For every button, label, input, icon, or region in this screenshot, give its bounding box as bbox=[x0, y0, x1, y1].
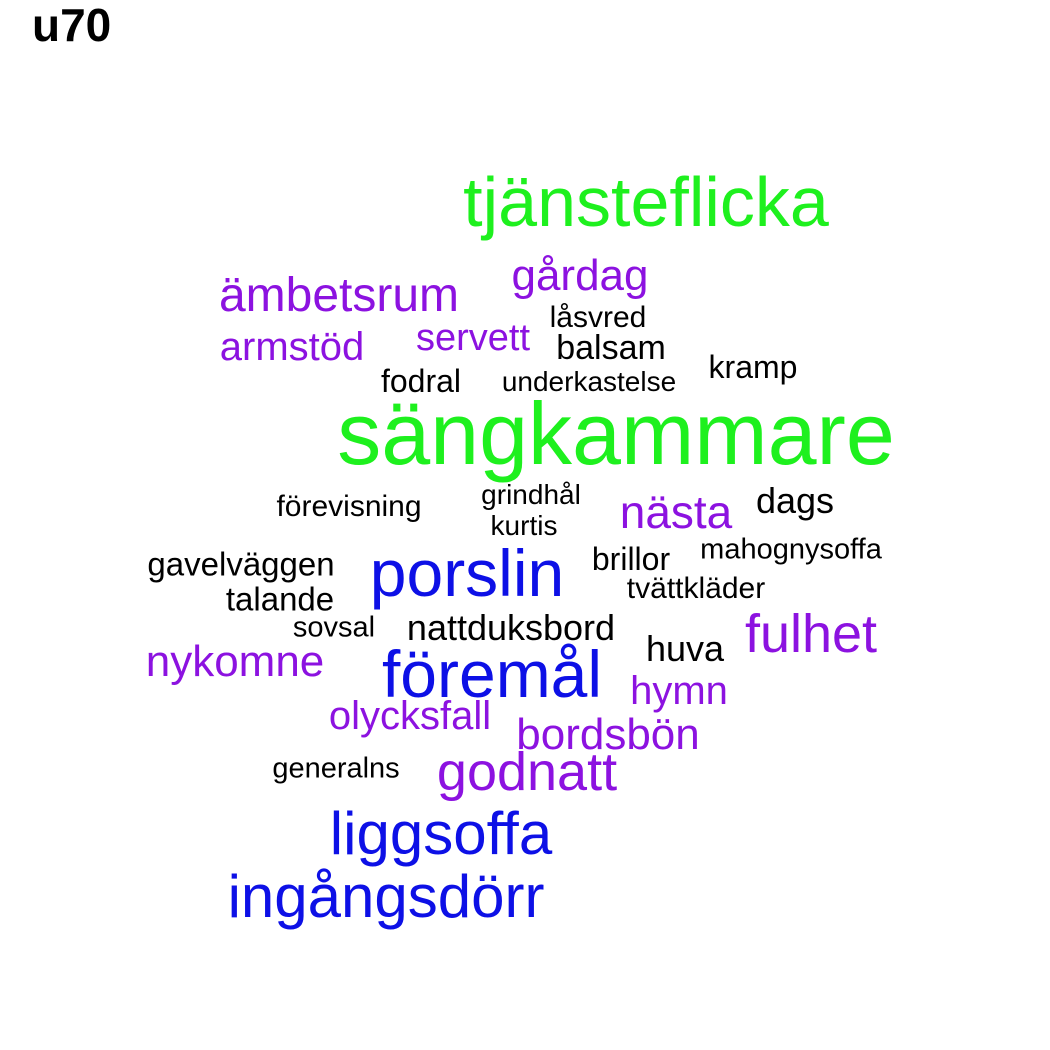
word-armstod: armstöd bbox=[219, 325, 365, 369]
word-underkastelse: underkastelse bbox=[501, 366, 677, 397]
word-lasvred: låsvred bbox=[549, 301, 647, 334]
word-talande: talande bbox=[225, 580, 335, 618]
word-gavelvaggen: gavelväggen bbox=[147, 545, 335, 583]
word-balsam: balsam bbox=[556, 329, 666, 367]
word-bordsbon: bordsbön bbox=[516, 710, 700, 759]
word-porslin: porslin bbox=[369, 536, 565, 610]
word-mahognysoffa: mahognysoffa bbox=[700, 533, 882, 566]
word-brillor: brillor bbox=[591, 541, 671, 577]
word-hymn: hymn bbox=[630, 669, 728, 713]
word-grindhal: grindhål bbox=[481, 479, 581, 510]
word-ambetsrum: ämbetsrum bbox=[218, 269, 460, 322]
word-nykomne: nykomne bbox=[145, 637, 325, 686]
word-kramp: kramp bbox=[708, 349, 798, 385]
word-huva: huva bbox=[645, 628, 725, 669]
word-ingangsdorr: ingångsdörr bbox=[227, 863, 545, 930]
chart-title: u70 bbox=[32, 0, 112, 51]
word-foremal: föremål bbox=[381, 637, 603, 711]
word-godnatt: godnatt bbox=[436, 742, 618, 802]
word-tjansteflicka: tjänsteflicka bbox=[463, 163, 829, 241]
word-fodral: fodral bbox=[380, 363, 462, 399]
word-olycksfall: olycksfall bbox=[328, 694, 492, 738]
word-tvattklader: tvättkläder bbox=[626, 572, 766, 605]
word-forevisning: förevisning bbox=[276, 490, 422, 523]
word-servett: servett bbox=[415, 317, 531, 359]
word-generalns: generalns bbox=[272, 752, 400, 785]
word-dags: dags bbox=[755, 480, 835, 521]
word-nattduksbord: nattduksbord bbox=[406, 607, 616, 648]
word-sovsal: sovsal bbox=[292, 611, 376, 644]
word-kurtis: kurtis bbox=[490, 510, 558, 541]
word-nasta: nästa bbox=[619, 486, 733, 538]
word-liggsoffa: liggsoffa bbox=[329, 800, 553, 867]
word-fulhet: fulhet bbox=[744, 604, 878, 664]
word-sangkammare: sängkammare bbox=[337, 384, 895, 483]
word-gardag: gårdag bbox=[511, 251, 649, 300]
